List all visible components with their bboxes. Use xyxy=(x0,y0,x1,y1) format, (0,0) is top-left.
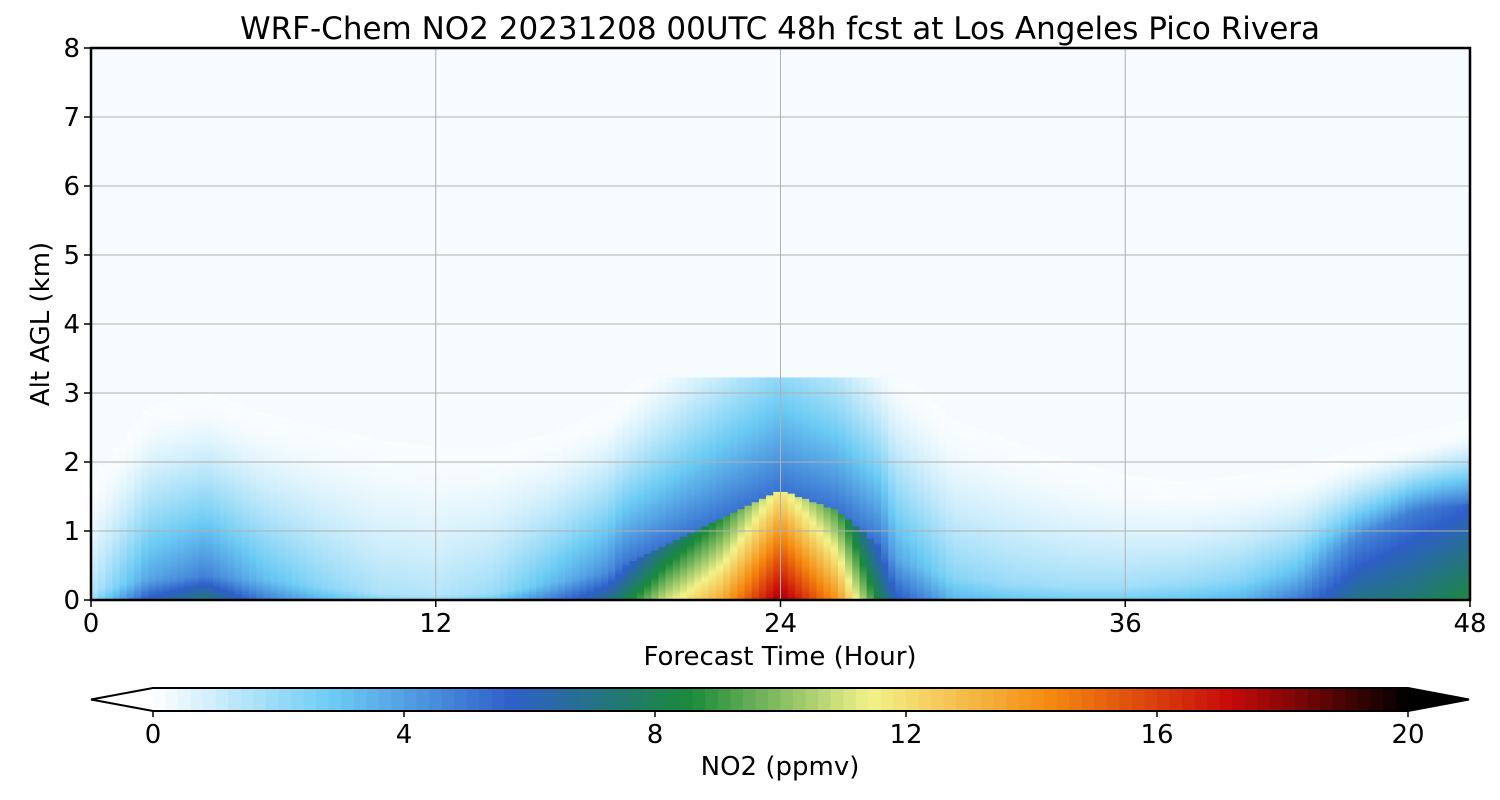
field-cell xyxy=(357,436,365,438)
field-cell xyxy=(436,448,444,450)
field-cell xyxy=(177,398,185,400)
chart-title: WRF-Chem NO2 20231208 00UTC 48h fcst at … xyxy=(240,11,1320,47)
field-cell xyxy=(271,415,279,417)
field-cell xyxy=(321,428,329,430)
field-cell xyxy=(141,410,149,412)
field-cell xyxy=(364,438,372,440)
field-cell xyxy=(407,445,415,447)
field-cell xyxy=(342,433,350,435)
field-cell xyxy=(120,440,128,442)
field-cell xyxy=(350,434,358,436)
field-cell xyxy=(385,441,393,443)
field-cell xyxy=(414,445,422,447)
field-cell xyxy=(314,426,322,428)
field-cell xyxy=(400,443,408,445)
field-cell xyxy=(148,405,156,407)
field-cell xyxy=(393,443,401,445)
field-cell xyxy=(378,441,386,443)
field-cell xyxy=(156,403,164,405)
field-cell xyxy=(256,412,264,414)
field-cell xyxy=(105,459,113,461)
field-cell xyxy=(170,400,178,402)
field-cell xyxy=(299,422,307,424)
field-cell xyxy=(328,429,336,431)
field-cell xyxy=(371,440,379,442)
field-cell xyxy=(184,396,192,398)
field-cell xyxy=(113,448,121,450)
field-cell xyxy=(220,398,228,400)
field-cell xyxy=(98,467,106,469)
field-cell xyxy=(235,403,243,405)
field-cell xyxy=(263,414,271,416)
field-cell xyxy=(292,421,300,423)
field-cell xyxy=(127,429,135,431)
field-cell xyxy=(285,419,293,421)
field-cell xyxy=(429,446,437,448)
field-cell xyxy=(242,407,250,409)
field-cell xyxy=(213,396,221,398)
field-cell xyxy=(134,421,142,423)
field-cell xyxy=(306,424,314,426)
field-cell xyxy=(421,446,429,448)
field-cell xyxy=(192,395,200,397)
field-cell xyxy=(249,409,257,411)
field-cell xyxy=(335,431,343,433)
field-cell xyxy=(227,402,235,404)
field-cell xyxy=(278,417,286,419)
field-cell xyxy=(163,402,171,404)
